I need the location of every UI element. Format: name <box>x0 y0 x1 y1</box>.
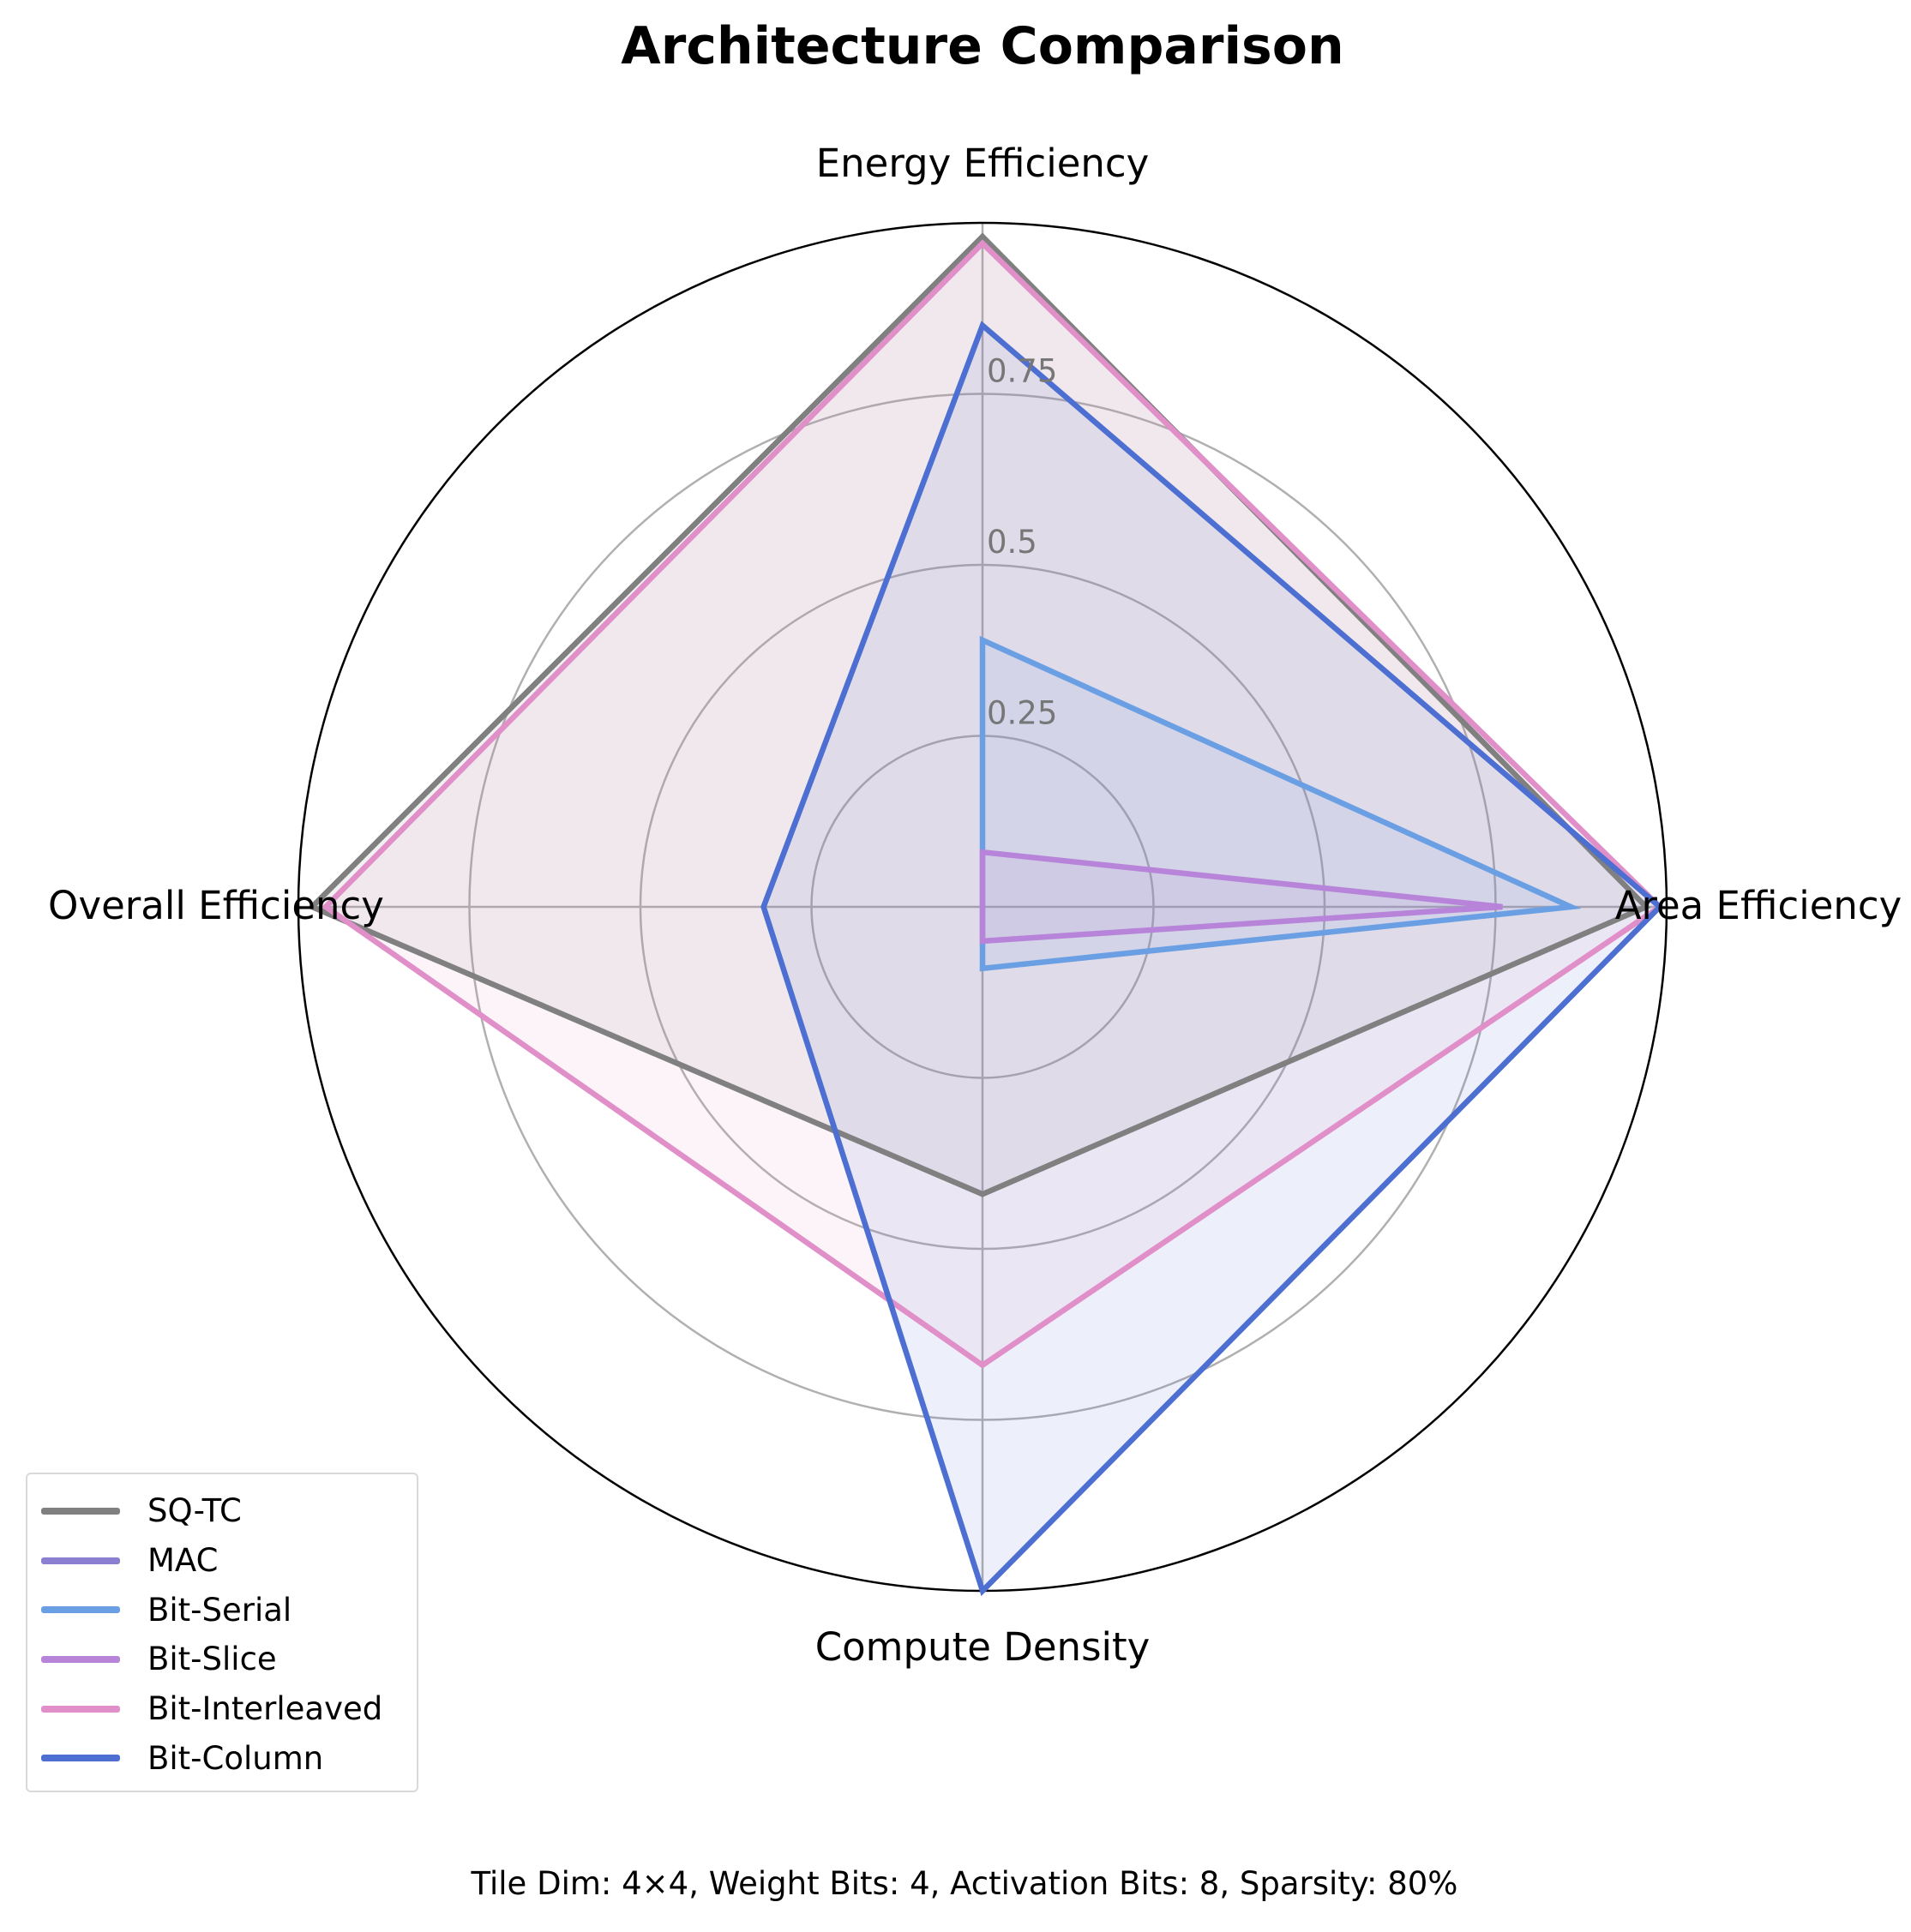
rtick-label-1: 0.5 <box>987 524 1037 561</box>
legend-swatch <box>41 1557 120 1564</box>
series-line-0 <box>307 232 1651 1197</box>
series-fills <box>312 237 1660 1592</box>
legend-swatch <box>41 1705 120 1713</box>
series-line-2 <box>979 635 1582 972</box>
legend-label: Bit-Slice <box>147 1641 277 1678</box>
series-line-4 <box>321 239 1665 1369</box>
legend-entry-1: MAC <box>27 1536 417 1586</box>
legend-swatch <box>41 1755 120 1762</box>
series-line-3 <box>979 849 1503 945</box>
legend: SQ-TC MAC Bit-Serial Bit-Slice Bit-Interleav… <box>26 1473 418 1792</box>
legend-swatch <box>41 1655 120 1663</box>
rtick-label-0: 0.25 <box>987 695 1057 732</box>
legend-label: MAC <box>147 1542 219 1580</box>
chart-footnote: Tile Dim: 4×4, Weight Bits: 4, Activatio… <box>471 1865 1458 1902</box>
series-fill-2 <box>983 639 1571 969</box>
axis-label-1: Area Efficiency <box>1615 883 1902 928</box>
series-lines <box>307 232 1665 1597</box>
legend-entry-3: Bit-Slice <box>27 1635 417 1684</box>
legend-entry-2: Bit-Serial <box>27 1585 417 1635</box>
legend-entry-4: Bit-Interleaved <box>27 1684 417 1734</box>
series-fill-3 <box>983 852 1503 941</box>
legend-label: SQ-TC <box>147 1492 242 1530</box>
axis-label-3: Overall Efficiency <box>48 883 384 928</box>
legend-entry-5: Bit-Column <box>27 1733 417 1783</box>
rtick-label-2: 0.75 <box>987 353 1057 390</box>
legend-swatch <box>41 1507 120 1515</box>
series-fill-0 <box>312 237 1647 1195</box>
series-line-5 <box>760 321 1664 1597</box>
series-fill-4 <box>325 243 1660 1365</box>
chart-title: Architecture Comparison <box>621 16 1343 76</box>
legend-entry-0: SQ-TC <box>27 1486 417 1536</box>
legend-label: Bit-Serial <box>147 1591 292 1629</box>
legend-label: Bit-Column <box>147 1739 324 1777</box>
axis-label-2: Compute Density <box>815 1624 1151 1670</box>
legend-swatch <box>41 1606 120 1614</box>
legend-label: Bit-Interleaved <box>147 1690 383 1728</box>
axis-label-0: Energy Efficiency <box>816 141 1150 186</box>
axis-labels: 0.25 0.5 0.75 Energy Efficiency Area Efficie… <box>48 141 1902 1670</box>
